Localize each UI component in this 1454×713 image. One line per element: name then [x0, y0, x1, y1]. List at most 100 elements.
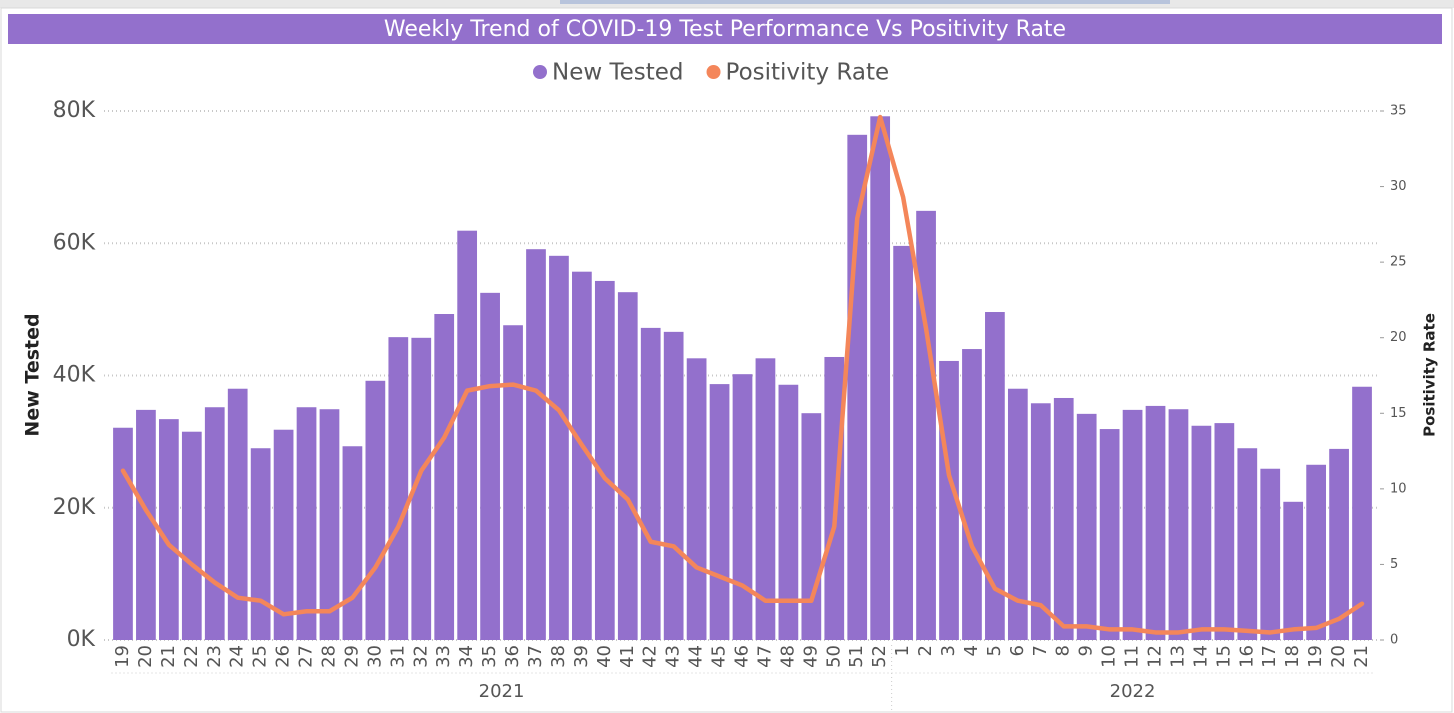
x-tick-label: 33	[433, 645, 454, 668]
x-tick-label: 22	[181, 645, 202, 668]
y-tick-label: 0K	[67, 627, 96, 652]
bar	[1329, 448, 1349, 640]
bar	[181, 431, 202, 640]
bar	[480, 292, 500, 640]
x-tick-label: 14	[1190, 645, 1211, 668]
bar	[319, 409, 340, 640]
x-tick-label: 9	[1076, 645, 1097, 656]
y2-tick-label: 20	[1390, 330, 1407, 345]
bar	[870, 116, 891, 641]
bar	[778, 384, 799, 640]
legend-swatch	[533, 65, 547, 79]
x-tick-label: 52	[869, 645, 890, 668]
bar	[801, 413, 822, 640]
x-tick-label: 29	[341, 645, 362, 668]
x-tick-label: 41	[617, 645, 638, 668]
x-tick-label: 40	[594, 645, 615, 668]
bar	[1352, 386, 1372, 640]
bar	[1099, 429, 1120, 640]
bar	[227, 388, 248, 640]
x-tick-label: 47	[754, 645, 775, 668]
bar	[1283, 501, 1304, 640]
y-tick-label: 60K	[53, 230, 96, 255]
x-tick-label: 4	[961, 645, 982, 656]
x-tick-label: 35	[479, 645, 500, 668]
x-tick-label: 17	[1259, 645, 1280, 668]
x-tick-label: 21	[1351, 645, 1372, 668]
legend-label: New Tested	[552, 60, 684, 86]
bar	[1145, 405, 1166, 640]
chart-title: Weekly Trend of COVID-19 Test Performanc…	[384, 17, 1066, 42]
y2-tick-label: 5	[1390, 557, 1398, 572]
bar	[1053, 397, 1074, 640]
x-tick-label: 8	[1053, 645, 1074, 656]
x-tick-label: 45	[709, 645, 730, 668]
bar	[136, 409, 156, 640]
x-tick-label: 6	[1007, 645, 1028, 656]
x-tick-label: 38	[548, 645, 569, 668]
x-tick-label: 27	[296, 645, 317, 668]
bar	[113, 427, 133, 640]
bar	[594, 280, 615, 640]
bar	[388, 337, 409, 640]
x-tick-label: 42	[640, 645, 661, 668]
x-tick-label: 30	[364, 645, 385, 668]
y-tick-label: 20K	[53, 495, 96, 520]
x-tick-label: 18	[1282, 645, 1303, 668]
bar	[434, 314, 455, 640]
x-tick-label: 50	[823, 645, 844, 668]
y-axis-title: New Tested	[22, 313, 44, 436]
bar	[1260, 468, 1281, 640]
x-tick-label: 11	[1122, 645, 1143, 668]
group-label: 2022	[1110, 681, 1156, 702]
bar	[158, 419, 179, 640]
bar	[1191, 425, 1212, 640]
bar	[916, 210, 936, 640]
x-tick-label: 3	[938, 645, 959, 656]
x-tick-label: 20	[1328, 645, 1349, 668]
x-tick-label: 24	[227, 645, 248, 668]
x-tick-label: 5	[984, 645, 1005, 656]
bar	[1122, 409, 1143, 640]
bar	[617, 292, 638, 640]
bar	[640, 327, 661, 640]
x-tick-label: 21	[158, 645, 179, 668]
bar	[1237, 448, 1258, 640]
x-tick-label: 1	[892, 645, 913, 656]
legend-swatch	[706, 65, 721, 79]
line	[120, 114, 1365, 635]
bar	[1030, 403, 1051, 640]
x-tick-label: 28	[318, 645, 339, 668]
bar	[1168, 409, 1189, 640]
bar	[503, 325, 523, 640]
x-tick-label: 39	[571, 645, 592, 668]
y2-tick-label: 10	[1390, 481, 1407, 496]
x-tick-label: 10	[1099, 645, 1120, 668]
x-tick-label: 37	[525, 645, 546, 668]
bar	[709, 384, 730, 640]
x-tick-label: 32	[410, 645, 431, 668]
y2-tick-label: 30	[1390, 179, 1407, 194]
y2-tick-label: 15	[1390, 406, 1407, 421]
x-tick-label: 51	[846, 645, 867, 668]
bar	[204, 407, 225, 640]
x-tick-label: 7	[1030, 645, 1051, 656]
x-tick-label: 20	[135, 645, 156, 668]
x-tick-label: 12	[1145, 645, 1166, 668]
x-tick-label: 19	[1305, 645, 1326, 668]
bar	[686, 358, 707, 640]
bar	[1214, 423, 1235, 640]
scrollbar-thumb[interactable]	[560, 0, 1170, 4]
y2-tick-label: 35	[1390, 104, 1407, 119]
y-tick-label: 80K	[53, 98, 96, 123]
x-tick-label: 36	[502, 645, 523, 668]
x-tick-label: 48	[777, 645, 798, 668]
x-tick-label: 2	[915, 645, 936, 656]
x-tick-label: 25	[250, 645, 271, 668]
bar	[457, 230, 478, 640]
bar	[296, 407, 317, 640]
bar	[962, 349, 982, 640]
bar	[365, 380, 386, 640]
y2-axis-title: Positivity Rate	[1421, 313, 1439, 437]
